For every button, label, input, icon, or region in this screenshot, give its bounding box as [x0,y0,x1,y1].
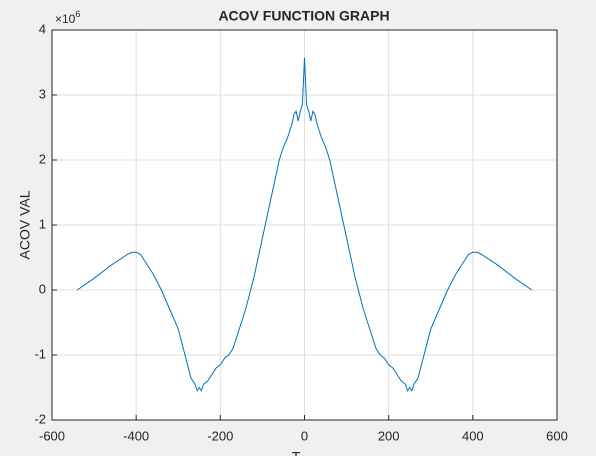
y-tick-label: 4 [39,21,46,36]
y-tick-label: 2 [39,151,46,166]
chart-title: ACOV FUNCTION GRAPH [218,8,389,24]
x-tick-label: 200 [378,428,400,443]
y-axis-label: ACOV VAL [17,190,33,259]
x-tick-label: -400 [123,428,149,443]
y-multiplier-base: ×10 [55,12,76,26]
y-tick-label: 0 [39,281,46,296]
y-tick-label: 1 [39,216,46,231]
y-tick-label: 3 [39,86,46,101]
x-tick-label: 400 [462,428,484,443]
x-tick-label: -600 [39,428,65,443]
series-line [76,57,533,392]
x-axis-label: T [292,449,301,456]
x-tick-label: 0 [301,428,308,443]
y-multiplier: ×106 [55,9,80,26]
y-multiplier-exponent: 6 [75,9,80,19]
x-tick-label: 600 [546,428,568,443]
y-tick-label: -1 [34,346,46,361]
y-tick-label: -2 [34,411,46,426]
axes-box [51,29,558,421]
x-tick-label: -200 [207,428,233,443]
